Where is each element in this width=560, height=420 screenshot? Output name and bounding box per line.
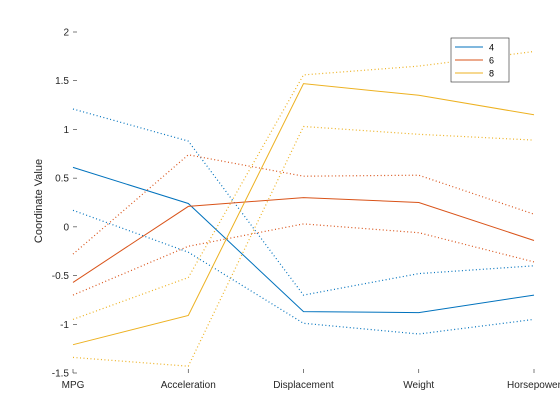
- y-tick-label: 2: [63, 28, 69, 39]
- series-8-lower-quantile-line: [72, 125, 535, 367]
- legend-label-8: 8: [489, 69, 494, 79]
- series-8-median-line: [72, 83, 535, 346]
- series-6-median-line: [72, 197, 535, 283]
- y-axis-ticks: -1.5 -1 -0.5 0 0.5 1 1.5 2: [52, 28, 77, 380]
- y-tick-label: 0: [63, 222, 69, 233]
- series-4-upper-quantile-line: [72, 108, 535, 296]
- y-tick-label: 1: [63, 125, 69, 136]
- y-tick-label: -0.5: [52, 271, 70, 282]
- plot-lines: [72, 50, 535, 367]
- legend-label-6: 6: [489, 56, 494, 66]
- y-tick-label: -1: [60, 320, 69, 331]
- legend: 4 6 8: [450, 37, 510, 83]
- series-4-median-line: [72, 166, 535, 314]
- y-tick-label: 1.5: [55, 76, 69, 87]
- x-tick-label-mpg: MPG: [62, 380, 85, 391]
- y-tick-label: 0.5: [55, 174, 69, 185]
- y-tick-label: -1.5: [52, 369, 70, 380]
- x-tick-label-horsepower: Horsepower: [507, 380, 560, 391]
- legend-label-4: 4: [489, 43, 494, 53]
- y-axis-label: Coordinate Value: [33, 159, 45, 243]
- x-tick-label-displacement: Displacement: [273, 380, 334, 391]
- x-tick-label-weight: Weight: [403, 380, 434, 391]
- x-axis-ticks: MPG Acceleration Displacement Weight Horsepo…: [62, 369, 560, 391]
- x-tick-label-acceleration: Acceleration: [161, 380, 216, 391]
